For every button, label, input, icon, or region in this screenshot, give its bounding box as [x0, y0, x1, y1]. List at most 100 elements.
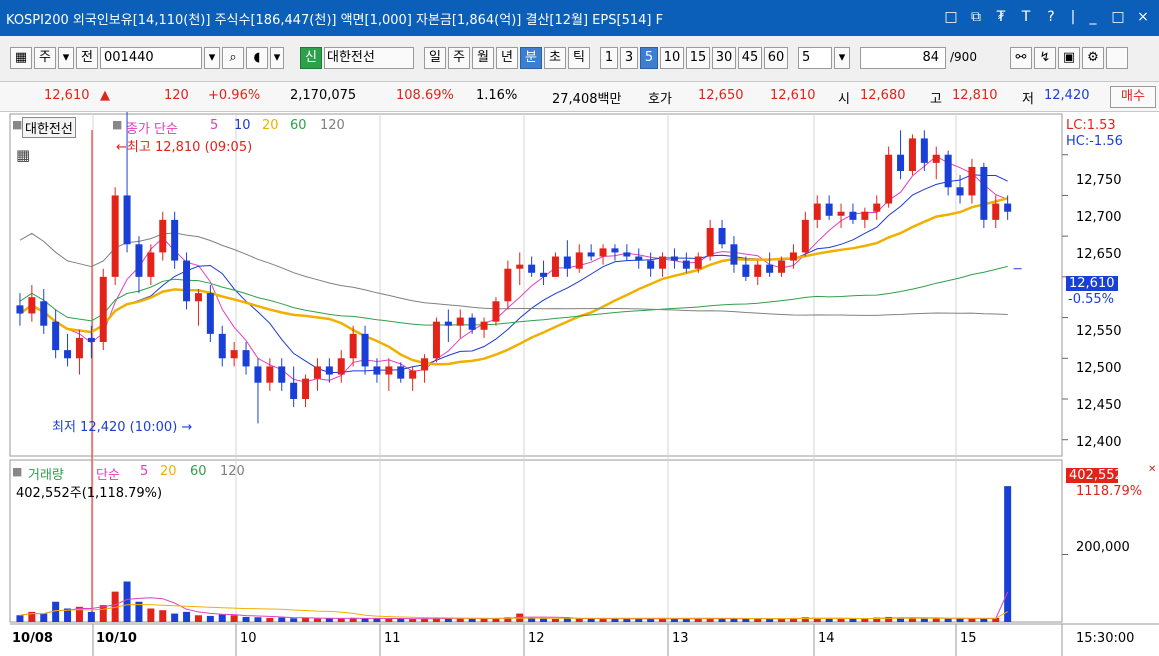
candle-body — [849, 211, 857, 220]
volume-bar — [290, 618, 298, 622]
interval-1[interactable]: 1 — [600, 47, 618, 69]
interval-45[interactable]: 45 — [738, 47, 762, 69]
copy-window-icon[interactable]: ⧉ — [971, 9, 981, 25]
search-icon[interactable]: ⌕ — [222, 47, 244, 69]
volume-badge: 402,552 — [1066, 468, 1123, 483]
restore-icon[interactable]: □ — [944, 9, 958, 25]
speaker-icon[interactable]: ◖ — [246, 47, 268, 69]
count-input[interactable]: 84 — [860, 47, 946, 69]
interval-dropdown-icon[interactable]: ▾ — [834, 47, 850, 69]
candle-body — [587, 252, 595, 257]
candle-body — [385, 366, 393, 375]
interval-select[interactable]: 5 — [798, 47, 832, 69]
volume-bar — [242, 616, 250, 622]
current-price: 12,610 — [44, 88, 90, 103]
volume-bar — [361, 618, 369, 622]
tab-minute[interactable]: 분 — [520, 47, 542, 69]
toolbar: ▦ 주 ▾ 전 001440 ▾ ⌕ ◖ ▾ 신 대한전선 일 주 월 년 분 … — [0, 36, 1159, 82]
code-input[interactable]: 001440 — [100, 47, 202, 69]
candle-icon[interactable]: ⚯ — [1010, 47, 1032, 69]
y-tick-12750: 12,750 — [1076, 173, 1122, 188]
open-price: 12,680 — [860, 88, 906, 103]
maximize-icon[interactable]: □ — [1111, 9, 1125, 25]
candle-body — [956, 187, 964, 196]
ma-60: 60 — [290, 118, 307, 133]
interval-5[interactable]: 5 — [640, 47, 658, 69]
candle-body — [421, 358, 429, 371]
volume-bar — [980, 618, 988, 622]
y-tick-12500: 12,500 — [1076, 361, 1122, 376]
candle-body — [123, 195, 131, 245]
speaker-dropdown-icon[interactable]: ▾ — [270, 47, 284, 69]
save-icon[interactable]: ▣ — [1058, 47, 1080, 69]
candle-body — [813, 203, 821, 220]
candle-body — [468, 317, 476, 330]
candle-body — [563, 256, 571, 269]
price-panel-frame — [9, 113, 1063, 457]
chart-area: ■ 대한전선 ■ 종가 단순 5 10 20 60 120 ▦ ←최고 12,8… — [0, 112, 1159, 656]
all-button[interactable]: 전 — [76, 47, 98, 69]
close-icon[interactable]: × — [1137, 9, 1149, 25]
checkbox-icon[interactable] — [1106, 47, 1128, 69]
x-label-11: 11 — [384, 631, 401, 646]
volume-bar — [837, 618, 845, 622]
tab-second[interactable]: 초 — [544, 47, 566, 69]
volume-bar — [444, 618, 452, 622]
volume-bar — [742, 618, 750, 622]
ask-price-1: 12,650 — [698, 88, 744, 103]
gear-icon[interactable]: ⚙ — [1082, 47, 1104, 69]
ma-5: 5 — [210, 118, 219, 133]
grid-table-icon[interactable]: ▦ — [16, 146, 31, 164]
panel-icon[interactable]: ▦ — [10, 47, 32, 69]
volume-bar — [99, 605, 107, 622]
candle-body — [873, 203, 881, 212]
change-value: 120 — [164, 88, 189, 103]
pin-icon[interactable]: ₮ — [996, 9, 1006, 25]
volume-bar — [349, 617, 357, 622]
volume-bar — [694, 618, 702, 622]
volume-close-icon[interactable]: ✕ — [1148, 464, 1157, 475]
mode-dropdown-icon[interactable]: ▾ — [58, 47, 74, 69]
candle-body — [825, 203, 833, 216]
y-tick-12450: 12,450 — [1076, 398, 1122, 413]
change-percent: +0.96% — [208, 88, 261, 103]
candle-body — [218, 333, 226, 359]
interval-30[interactable]: 30 — [712, 47, 736, 69]
candle-body — [135, 244, 143, 277]
candle-body — [718, 228, 726, 245]
volume-ma-20-line — [19, 603, 1008, 620]
buy-button[interactable]: 매수 — [1110, 86, 1156, 108]
stock-name: 대한전선 — [324, 47, 414, 69]
tab-day[interactable]: 일 — [424, 47, 446, 69]
minimize-icon[interactable]: _ — [1089, 9, 1097, 25]
code-dropdown-icon[interactable]: ▾ — [204, 47, 220, 69]
interval-60[interactable]: 60 — [764, 47, 788, 69]
volume-bar — [123, 581, 131, 622]
candle-body — [575, 252, 583, 269]
volume-bar — [302, 617, 310, 622]
volume-bar — [159, 610, 167, 622]
tab-week[interactable]: 주 — [448, 47, 470, 69]
candle-body — [337, 358, 345, 375]
font-icon[interactable]: T — [1021, 9, 1031, 25]
candle-body — [908, 138, 916, 171]
interval-15[interactable]: 15 — [686, 47, 710, 69]
candle-body — [932, 154, 940, 163]
interval-10[interactable]: 10 — [660, 47, 684, 69]
indicator-icon[interactable]: ↯ — [1034, 47, 1056, 69]
tab-month[interactable]: 월 — [472, 47, 494, 69]
tab-year[interactable]: 년 — [496, 47, 518, 69]
mode-select[interactable]: 주 — [34, 47, 56, 69]
interval-3[interactable]: 3 — [620, 47, 638, 69]
volume-bar — [337, 618, 345, 622]
y-tick-12550: 12,550 — [1076, 324, 1122, 339]
help-icon[interactable]: ? — [1047, 9, 1055, 25]
candle-body — [254, 366, 262, 383]
tab-tick[interactable]: 틱 — [568, 47, 590, 69]
candle-body — [551, 256, 559, 277]
candle-body — [242, 350, 250, 367]
candle-body — [897, 154, 905, 171]
candle-body — [313, 366, 321, 379]
volume-ma-120: 120 — [220, 464, 245, 479]
candle-body — [504, 268, 512, 302]
